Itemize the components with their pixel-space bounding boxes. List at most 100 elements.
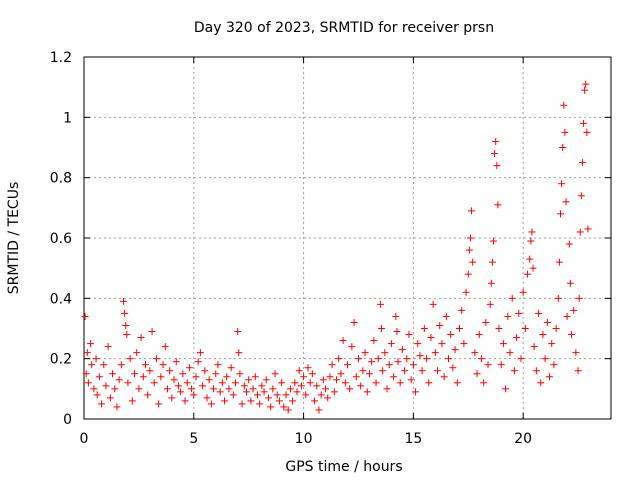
data-point	[247, 397, 255, 405]
data-point	[146, 367, 154, 375]
data-point	[95, 373, 103, 381]
data-point	[161, 343, 169, 351]
data-point	[163, 385, 171, 393]
data-point	[574, 367, 582, 375]
data-point	[361, 349, 369, 357]
data-point	[216, 388, 224, 396]
data-point	[238, 400, 246, 408]
data-point	[264, 394, 272, 402]
data-point	[425, 379, 433, 387]
data-point	[550, 361, 558, 369]
data-point	[188, 385, 196, 393]
data-point	[229, 391, 237, 399]
data-point	[442, 312, 450, 320]
data-point	[242, 388, 250, 396]
data-point	[477, 355, 485, 363]
data-point	[109, 370, 117, 378]
data-point	[515, 309, 523, 317]
data-point	[407, 376, 415, 384]
data-point	[458, 306, 466, 314]
data-point	[273, 391, 281, 399]
data-point	[401, 367, 409, 375]
data-point	[137, 334, 145, 342]
data-point	[394, 358, 402, 366]
data-point	[506, 349, 514, 357]
data-point	[365, 370, 373, 378]
data-point	[490, 237, 498, 245]
data-point	[529, 264, 537, 272]
data-point	[584, 225, 592, 233]
data-point	[378, 325, 386, 332]
data-point	[236, 370, 244, 378]
data-point	[405, 331, 413, 339]
data-point	[497, 361, 505, 369]
data-point	[546, 373, 554, 381]
data-point	[370, 337, 378, 345]
x-tick-label: 5	[189, 431, 198, 447]
data-point	[484, 361, 492, 369]
data-point	[245, 376, 253, 384]
data-point	[471, 349, 479, 357]
data-point	[491, 150, 499, 158]
data-point	[100, 361, 108, 369]
data-point	[84, 379, 92, 387]
data-point	[423, 355, 431, 363]
data-point	[381, 349, 389, 357]
data-point	[82, 370, 90, 378]
data-point	[434, 367, 442, 375]
data-point	[300, 373, 308, 381]
x-tick-label: 20	[514, 431, 532, 447]
data-point	[344, 361, 351, 369]
data-point	[372, 379, 380, 387]
data-point	[293, 388, 301, 396]
data-point	[286, 385, 294, 393]
data-point	[473, 370, 481, 378]
data-point	[337, 370, 345, 378]
data-point	[267, 403, 275, 411]
data-point	[451, 346, 459, 354]
data-point	[504, 312, 512, 320]
y-axis-label: SRMTID / TECUs	[6, 182, 22, 295]
data-point	[460, 340, 468, 348]
y-tick-label: 0	[63, 412, 72, 428]
data-point	[393, 328, 401, 336]
y-tick-label: 0.2	[50, 352, 72, 368]
data-point	[113, 403, 121, 411]
data-point	[552, 325, 560, 332]
data-point	[214, 361, 222, 369]
data-points	[81, 80, 592, 414]
data-point	[240, 382, 248, 390]
ticks: 0 5 10 15 20 0 0.2 0.4 0.6 0.8 1 1.2	[50, 50, 611, 447]
data-point	[482, 318, 490, 326]
data-point	[308, 370, 316, 378]
data-point	[210, 385, 218, 393]
data-point	[275, 397, 283, 405]
data-point	[412, 388, 420, 396]
data-point	[203, 394, 211, 402]
data-point	[436, 321, 444, 329]
data-point	[339, 337, 347, 345]
data-point	[359, 367, 367, 375]
data-point	[123, 331, 131, 339]
data-point	[556, 210, 564, 218]
data-point	[306, 379, 314, 387]
data-point	[387, 340, 395, 348]
data-point	[185, 364, 193, 372]
data-point	[554, 294, 562, 302]
data-point	[168, 394, 176, 402]
y-tick-label: 1.2	[50, 50, 72, 66]
data-point	[235, 349, 243, 357]
data-point	[526, 255, 534, 263]
data-point	[517, 355, 525, 363]
data-point	[256, 400, 264, 408]
data-point	[319, 376, 327, 384]
data-point	[537, 379, 545, 387]
data-point	[196, 349, 204, 357]
data-point	[124, 379, 132, 387]
data-point	[541, 355, 549, 363]
data-point	[87, 340, 95, 348]
data-point	[562, 198, 570, 206]
data-point	[135, 385, 143, 393]
data-point	[416, 352, 424, 360]
data-point	[350, 318, 358, 326]
